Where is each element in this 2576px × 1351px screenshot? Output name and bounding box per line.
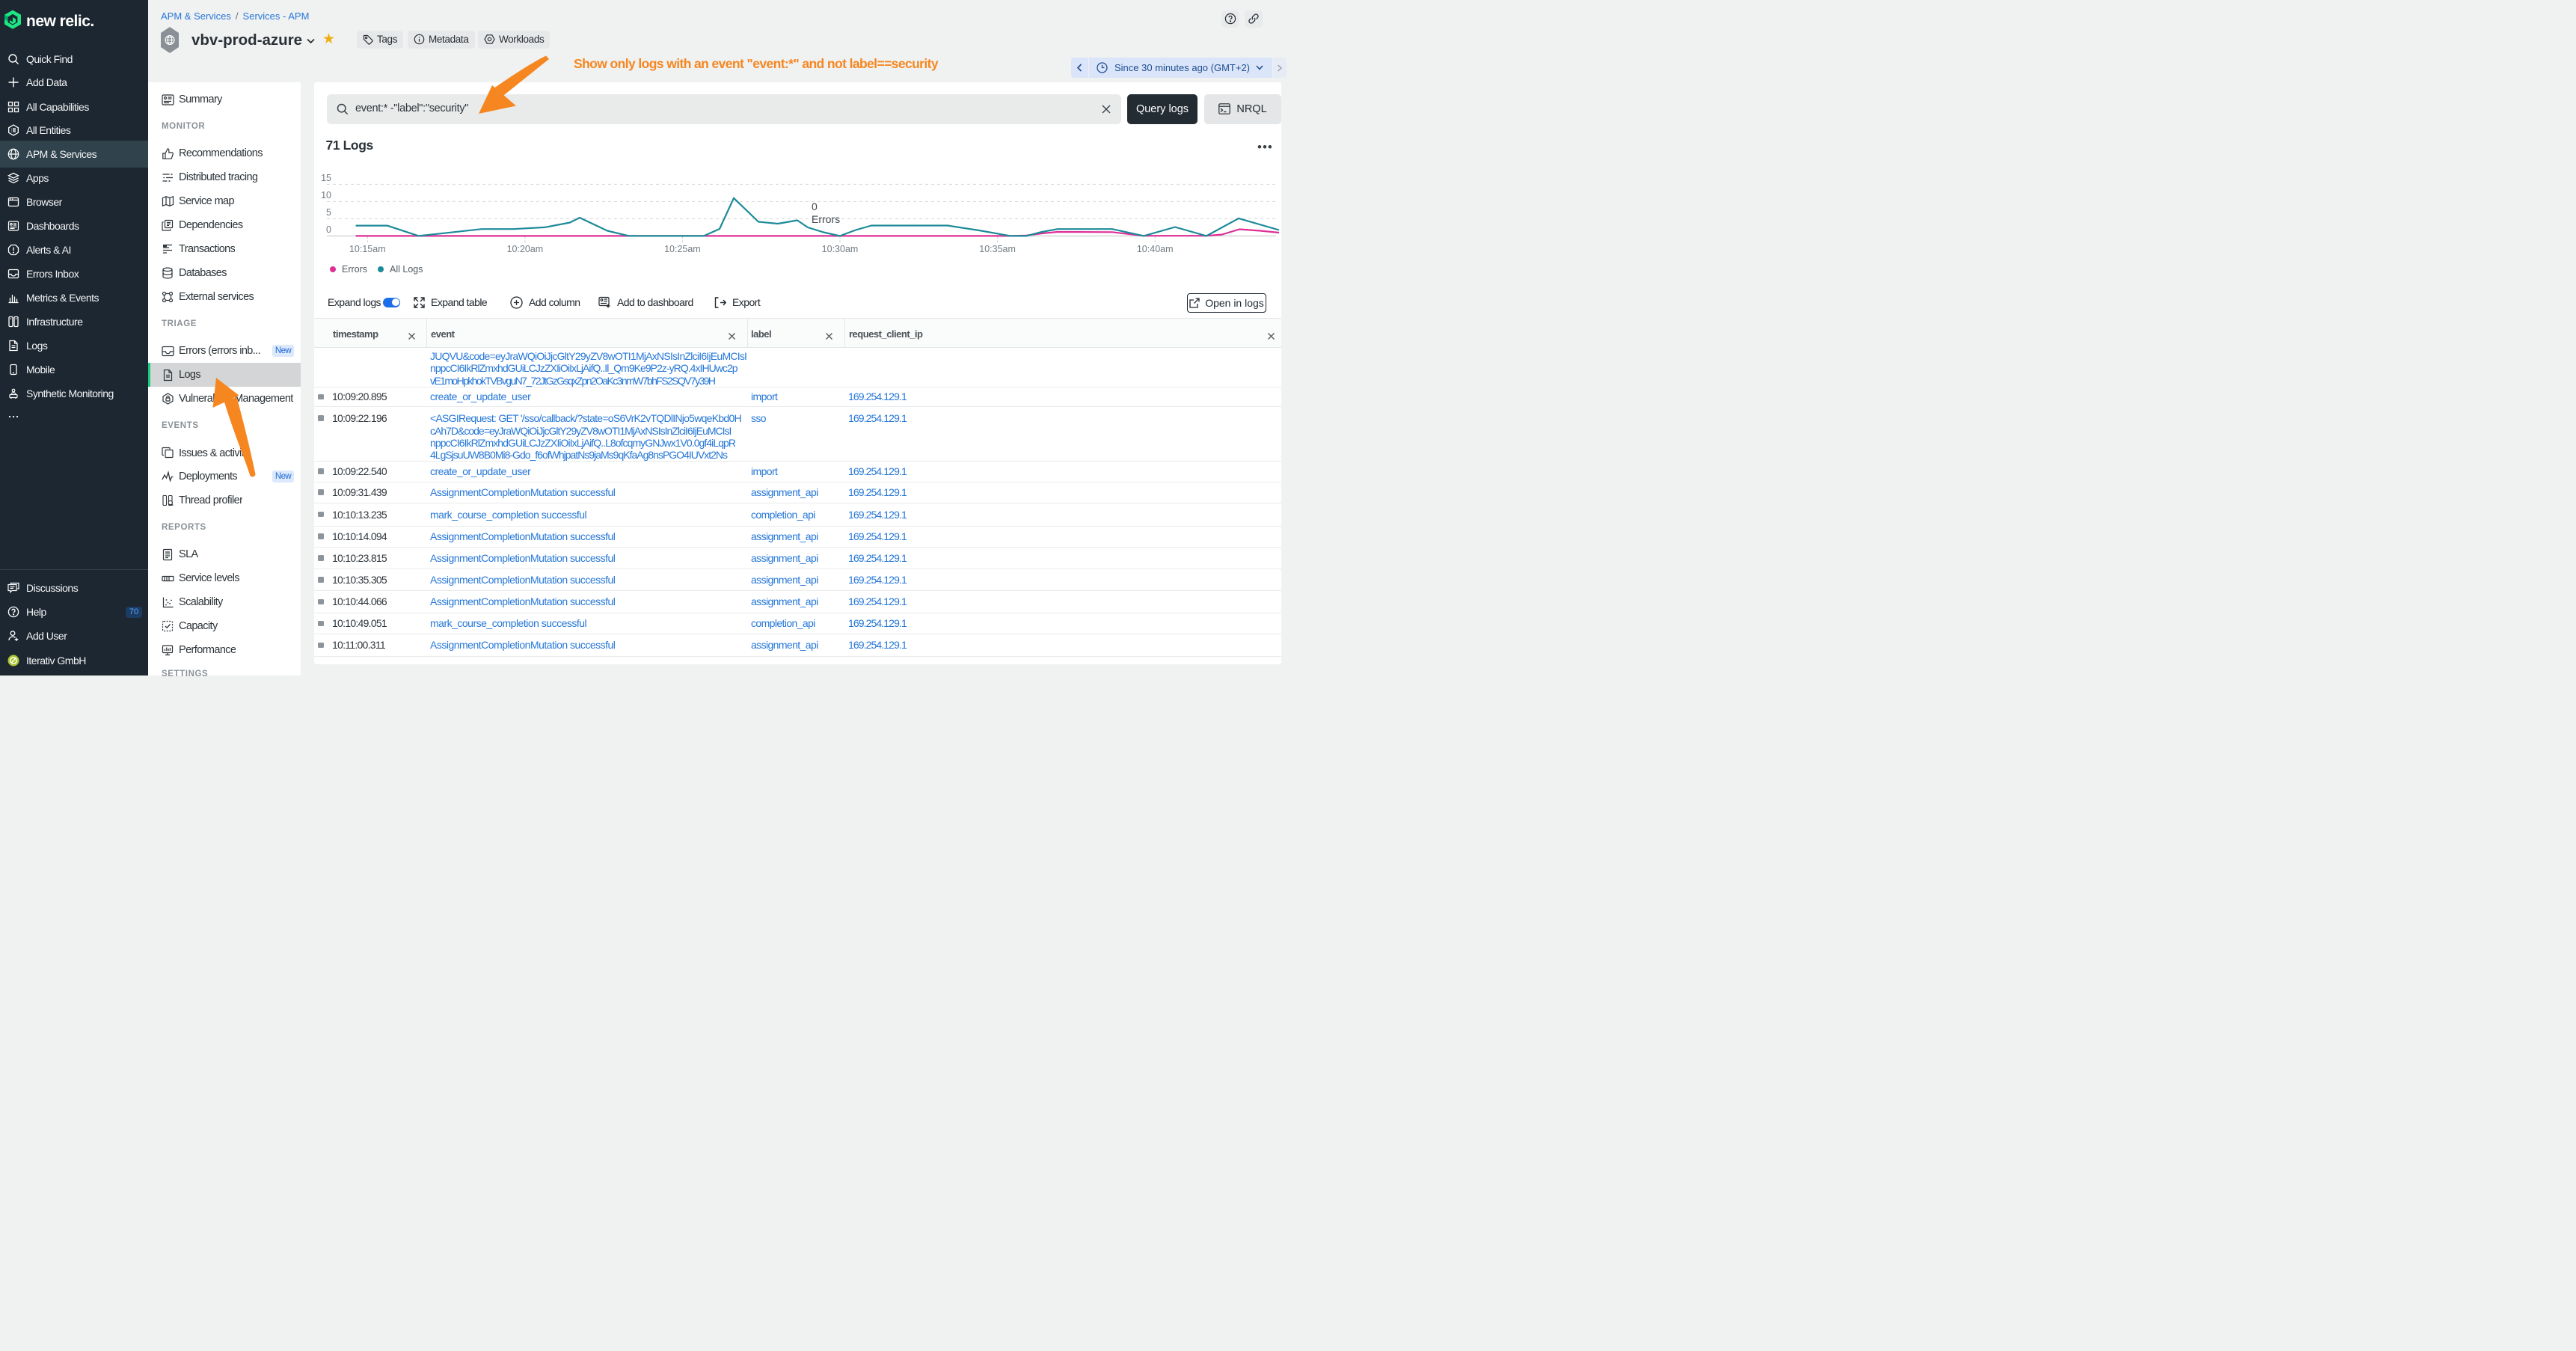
svg-text:10:30am: 10:30am bbox=[822, 244, 859, 254]
svg-text:10: 10 bbox=[321, 190, 331, 200]
svg-text:15: 15 bbox=[321, 173, 331, 183]
svg-text:new relic.: new relic. bbox=[26, 13, 94, 30]
svg-text:10:20am: 10:20am bbox=[507, 244, 544, 254]
svg-text:10:35am: 10:35am bbox=[979, 244, 1016, 254]
svg-text:10:40am: 10:40am bbox=[1137, 244, 1174, 254]
svg-text:10:25am: 10:25am bbox=[664, 244, 701, 254]
svg-text:5: 5 bbox=[326, 207, 331, 218]
svg-text:0: 0 bbox=[326, 224, 331, 235]
svg-text:10:15am: 10:15am bbox=[349, 244, 386, 254]
